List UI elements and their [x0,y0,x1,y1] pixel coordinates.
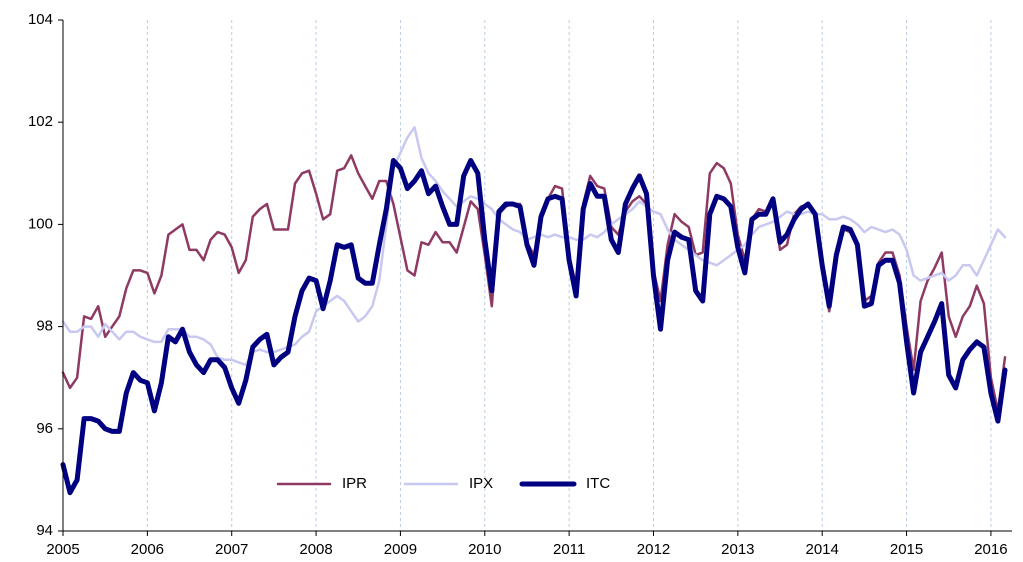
legend-label: ITC [586,475,610,492]
y-tick-label: 104 [28,11,53,28]
x-tick-label: 2009 [384,541,417,558]
x-tick-label: 2016 [974,541,1007,558]
x-tick-label: 2015 [890,541,923,558]
axes: 94 96 98 100 102 104 2005 2006 2007 2008 2009 2010 2… [28,11,1012,558]
line-series [61,126,1007,367]
x-tick-label: 2013 [721,541,754,558]
x-tick-label: 2014 [806,541,839,558]
legend-label: IPR [342,475,367,492]
grid [146,20,992,531]
y-tick-label: 102 [28,113,53,130]
x-tick-label: 2010 [468,541,501,558]
x-tick-label: 2007 [215,541,248,558]
y-tick-label: 94 [36,522,53,539]
y-tick-label: 100 [28,215,53,232]
y-tick-label: 98 [36,318,53,335]
y-tick-label: 96 [36,420,53,437]
legend-label: IPX [469,475,493,492]
plot-area [60,126,1008,496]
x-tick-label: 2006 [131,541,164,558]
x-tick-label: 2005 [46,541,79,558]
x-tick-label: 2008 [299,541,332,558]
x-tick-label: 2012 [637,541,670,558]
x-tick-label: 2011 [553,541,585,558]
line-series [60,158,1008,496]
legend: IPR IPX ITC [276,475,610,492]
